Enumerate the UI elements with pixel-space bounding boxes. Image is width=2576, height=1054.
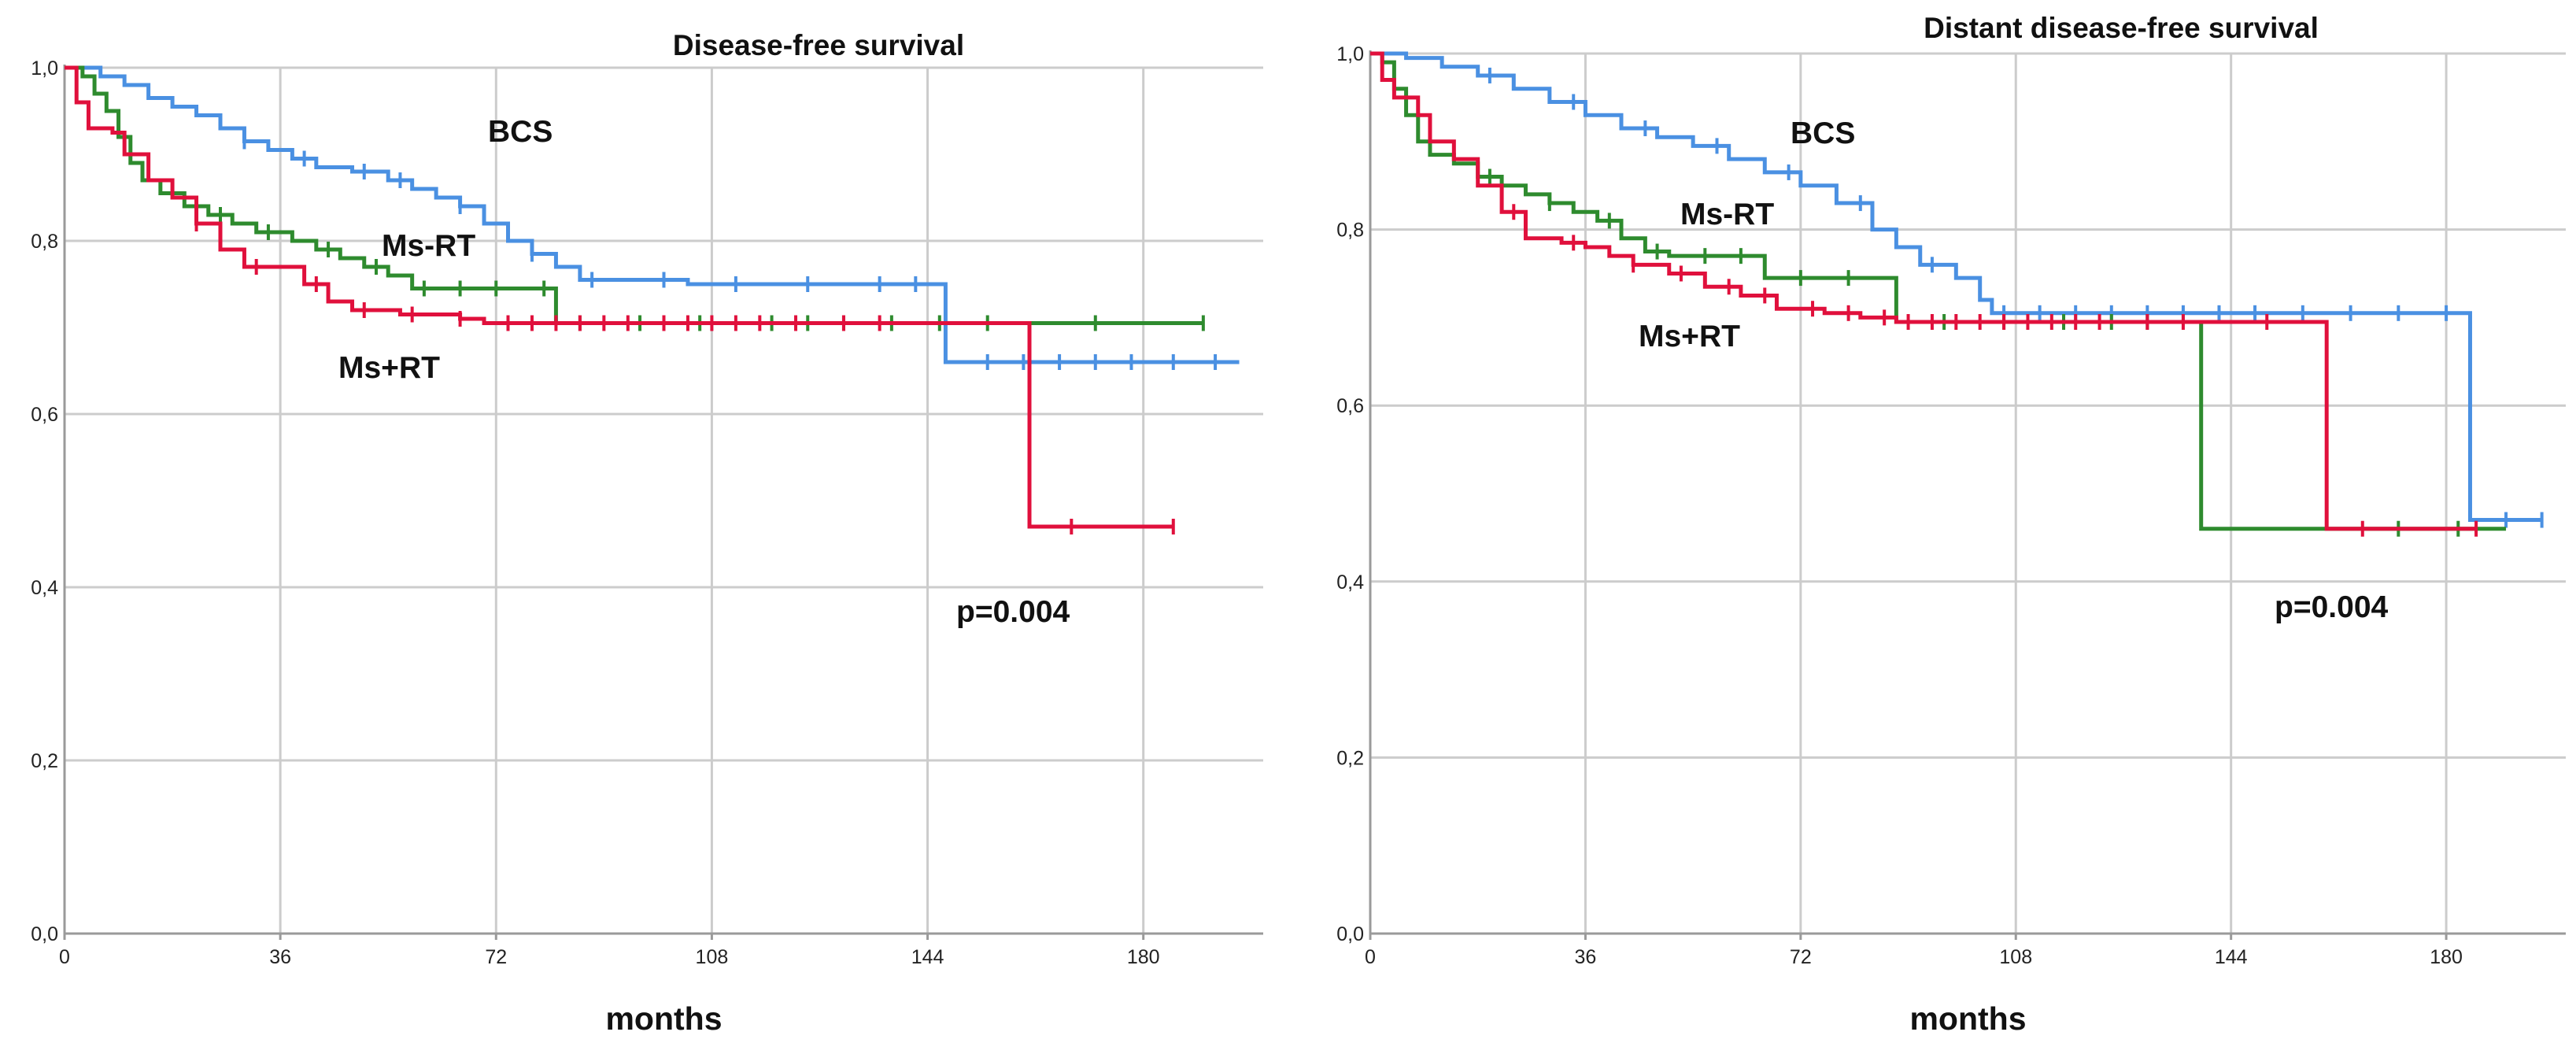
chart2-p-value: p=0.004 xyxy=(2275,590,2389,624)
chart1-label-ms-rt: Ms-RT xyxy=(382,229,475,263)
chart1-ytick-label: 0,6 xyxy=(31,404,58,426)
chart2-ytick-label: 0,8 xyxy=(1336,220,1364,242)
chart1-ytick-label: 0,8 xyxy=(31,231,58,253)
chart2-label-ms-rt: Ms+RT xyxy=(1639,320,1740,353)
chart2-ytick-label: 0,2 xyxy=(1336,747,1364,769)
chart1-ytick-label: 0,0 xyxy=(31,923,58,945)
chart2-series-bcs xyxy=(1370,51,2542,523)
chart2-xtick-label: 0 xyxy=(1365,946,1376,968)
chart1-label-bcs: BCS xyxy=(488,115,553,149)
chart1-p-value: p=0.004 xyxy=(956,595,1070,629)
chart2-label-ms-rt: Ms-RT xyxy=(1680,198,1774,231)
chart1-xtick-label: 144 xyxy=(911,946,944,968)
chart2-xtick-label: 36 xyxy=(1575,946,1597,968)
chart1-series-bcs xyxy=(65,65,1240,364)
chart1-ytick-label: 1,0 xyxy=(31,57,58,80)
chart2-xtick-label: 72 xyxy=(1790,946,1812,968)
chart1-series-ms-rt xyxy=(65,65,1203,325)
chart2-xlabel: months xyxy=(1909,1000,2026,1037)
chart2-title: Distant disease-free survival xyxy=(1924,12,2319,44)
chart1-xtick-label: 108 xyxy=(696,946,729,968)
chart2-series-ms-rt xyxy=(1370,51,2507,531)
chart1-xtick-label: 36 xyxy=(269,946,291,968)
chart1-label-ms-rt: Ms+RT xyxy=(338,351,440,385)
chart1-ytick-label: 0,4 xyxy=(31,577,58,599)
chart2-ytick-label: 0,0 xyxy=(1336,923,1364,945)
chart1-xtick-label: 180 xyxy=(1127,946,1160,968)
chart1-ytick-label: 0,2 xyxy=(31,750,58,772)
chart2-xtick-label: 108 xyxy=(1999,946,2032,968)
chart1-title: Disease-free survival xyxy=(673,29,964,61)
chart2-label-bcs: BCS xyxy=(1791,116,1855,150)
chart2-ytick-label: 0,6 xyxy=(1336,395,1364,417)
chart2-ytick-label: 0,4 xyxy=(1336,571,1364,594)
chart2-xtick-label: 144 xyxy=(2215,946,2248,968)
chart2-xtick-label: 180 xyxy=(2430,946,2463,968)
chart1-series-ms-rt xyxy=(65,65,1173,529)
chart1-xtick-label: 0 xyxy=(59,946,70,968)
chart2-ytick-label: 1,0 xyxy=(1336,43,1364,65)
chart1-xlabel: months xyxy=(605,1000,722,1037)
chart1-xtick-label: 72 xyxy=(485,946,507,968)
chart2-series-ms-rt xyxy=(1370,51,2477,531)
